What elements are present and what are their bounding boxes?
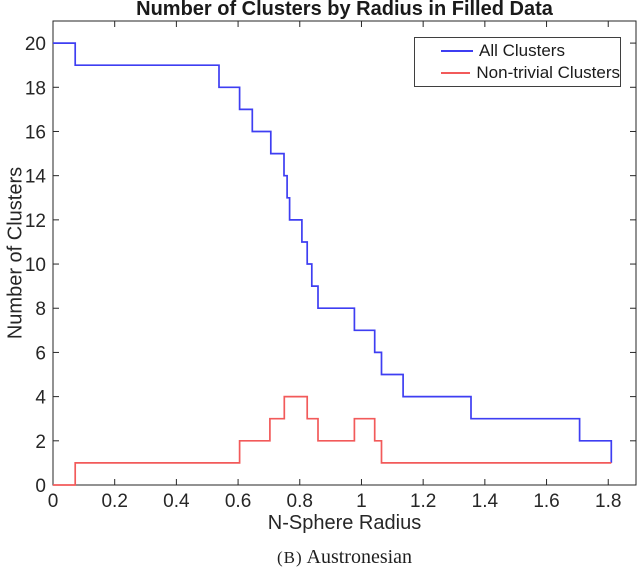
y-tick-label: 12 — [25, 211, 46, 232]
x-tick-label: 0.4 — [163, 491, 190, 512]
legend-entry-all-clusters: All Clusters — [415, 40, 620, 62]
y-tick-label: 8 — [35, 299, 46, 320]
caption-label: (B) — [276, 548, 303, 567]
x-tick-label: 0.2 — [101, 491, 127, 512]
x-tick-label: 1.4 — [472, 491, 499, 512]
x-tick-label: 0.8 — [287, 491, 313, 512]
x-tick-label: 1 — [356, 491, 367, 512]
y-tick-label: 16 — [25, 122, 46, 143]
x-tick-label: 0 — [48, 491, 59, 512]
y-tick-label: 0 — [35, 476, 46, 497]
legend-line-all-clusters-icon — [441, 50, 473, 52]
axes-box — [52, 20, 637, 486]
y-tick-label: 6 — [35, 343, 46, 364]
x-tick-label: 1.8 — [595, 491, 621, 512]
caption-text: Austronesian — [306, 546, 413, 568]
legend: All Clusters Non-trivial Clusters — [414, 37, 621, 87]
chart-canvas: 0 0.2 0.4 0.6 0.8 1 1.2 1.4 1.6 1.8 0 2 4 6 8 10 12 14 16 1… — [25, 20, 637, 512]
legend-line-nontrivial-clusters-icon — [441, 72, 471, 74]
legend-label-nontrivial-clusters: Non-trivial Clusters — [476, 63, 620, 82]
x-tick-label: 1.2 — [410, 491, 436, 512]
x-tick-label: 1.6 — [533, 491, 559, 512]
chart-title: Number of Clusters by Radius in Filled D… — [136, 0, 553, 20]
series-line-all-clusters — [53, 42, 613, 463]
y-tick-label: 14 — [25, 167, 47, 188]
legend-entry-nontrivial-clusters: Non-trivial Clusters — [415, 62, 620, 84]
y-tick-label: 2 — [35, 432, 46, 453]
x-axis-label: N-Sphere Radius — [267, 512, 422, 534]
y-axis-label: Number of Clusters — [4, 166, 27, 340]
series-line-nontrivial-clusters — [53, 395, 612, 486]
figure-caption: (B) Austronesian — [53, 546, 636, 569]
y-tick-label: 4 — [35, 388, 46, 409]
y-tick-label: 10 — [25, 255, 46, 276]
x-tick-label: 0.6 — [225, 491, 251, 512]
legend-label-all-clusters: All Clusters — [479, 41, 565, 60]
y-tick-label: 20 — [25, 34, 46, 55]
y-tick-label: 18 — [25, 78, 46, 99]
